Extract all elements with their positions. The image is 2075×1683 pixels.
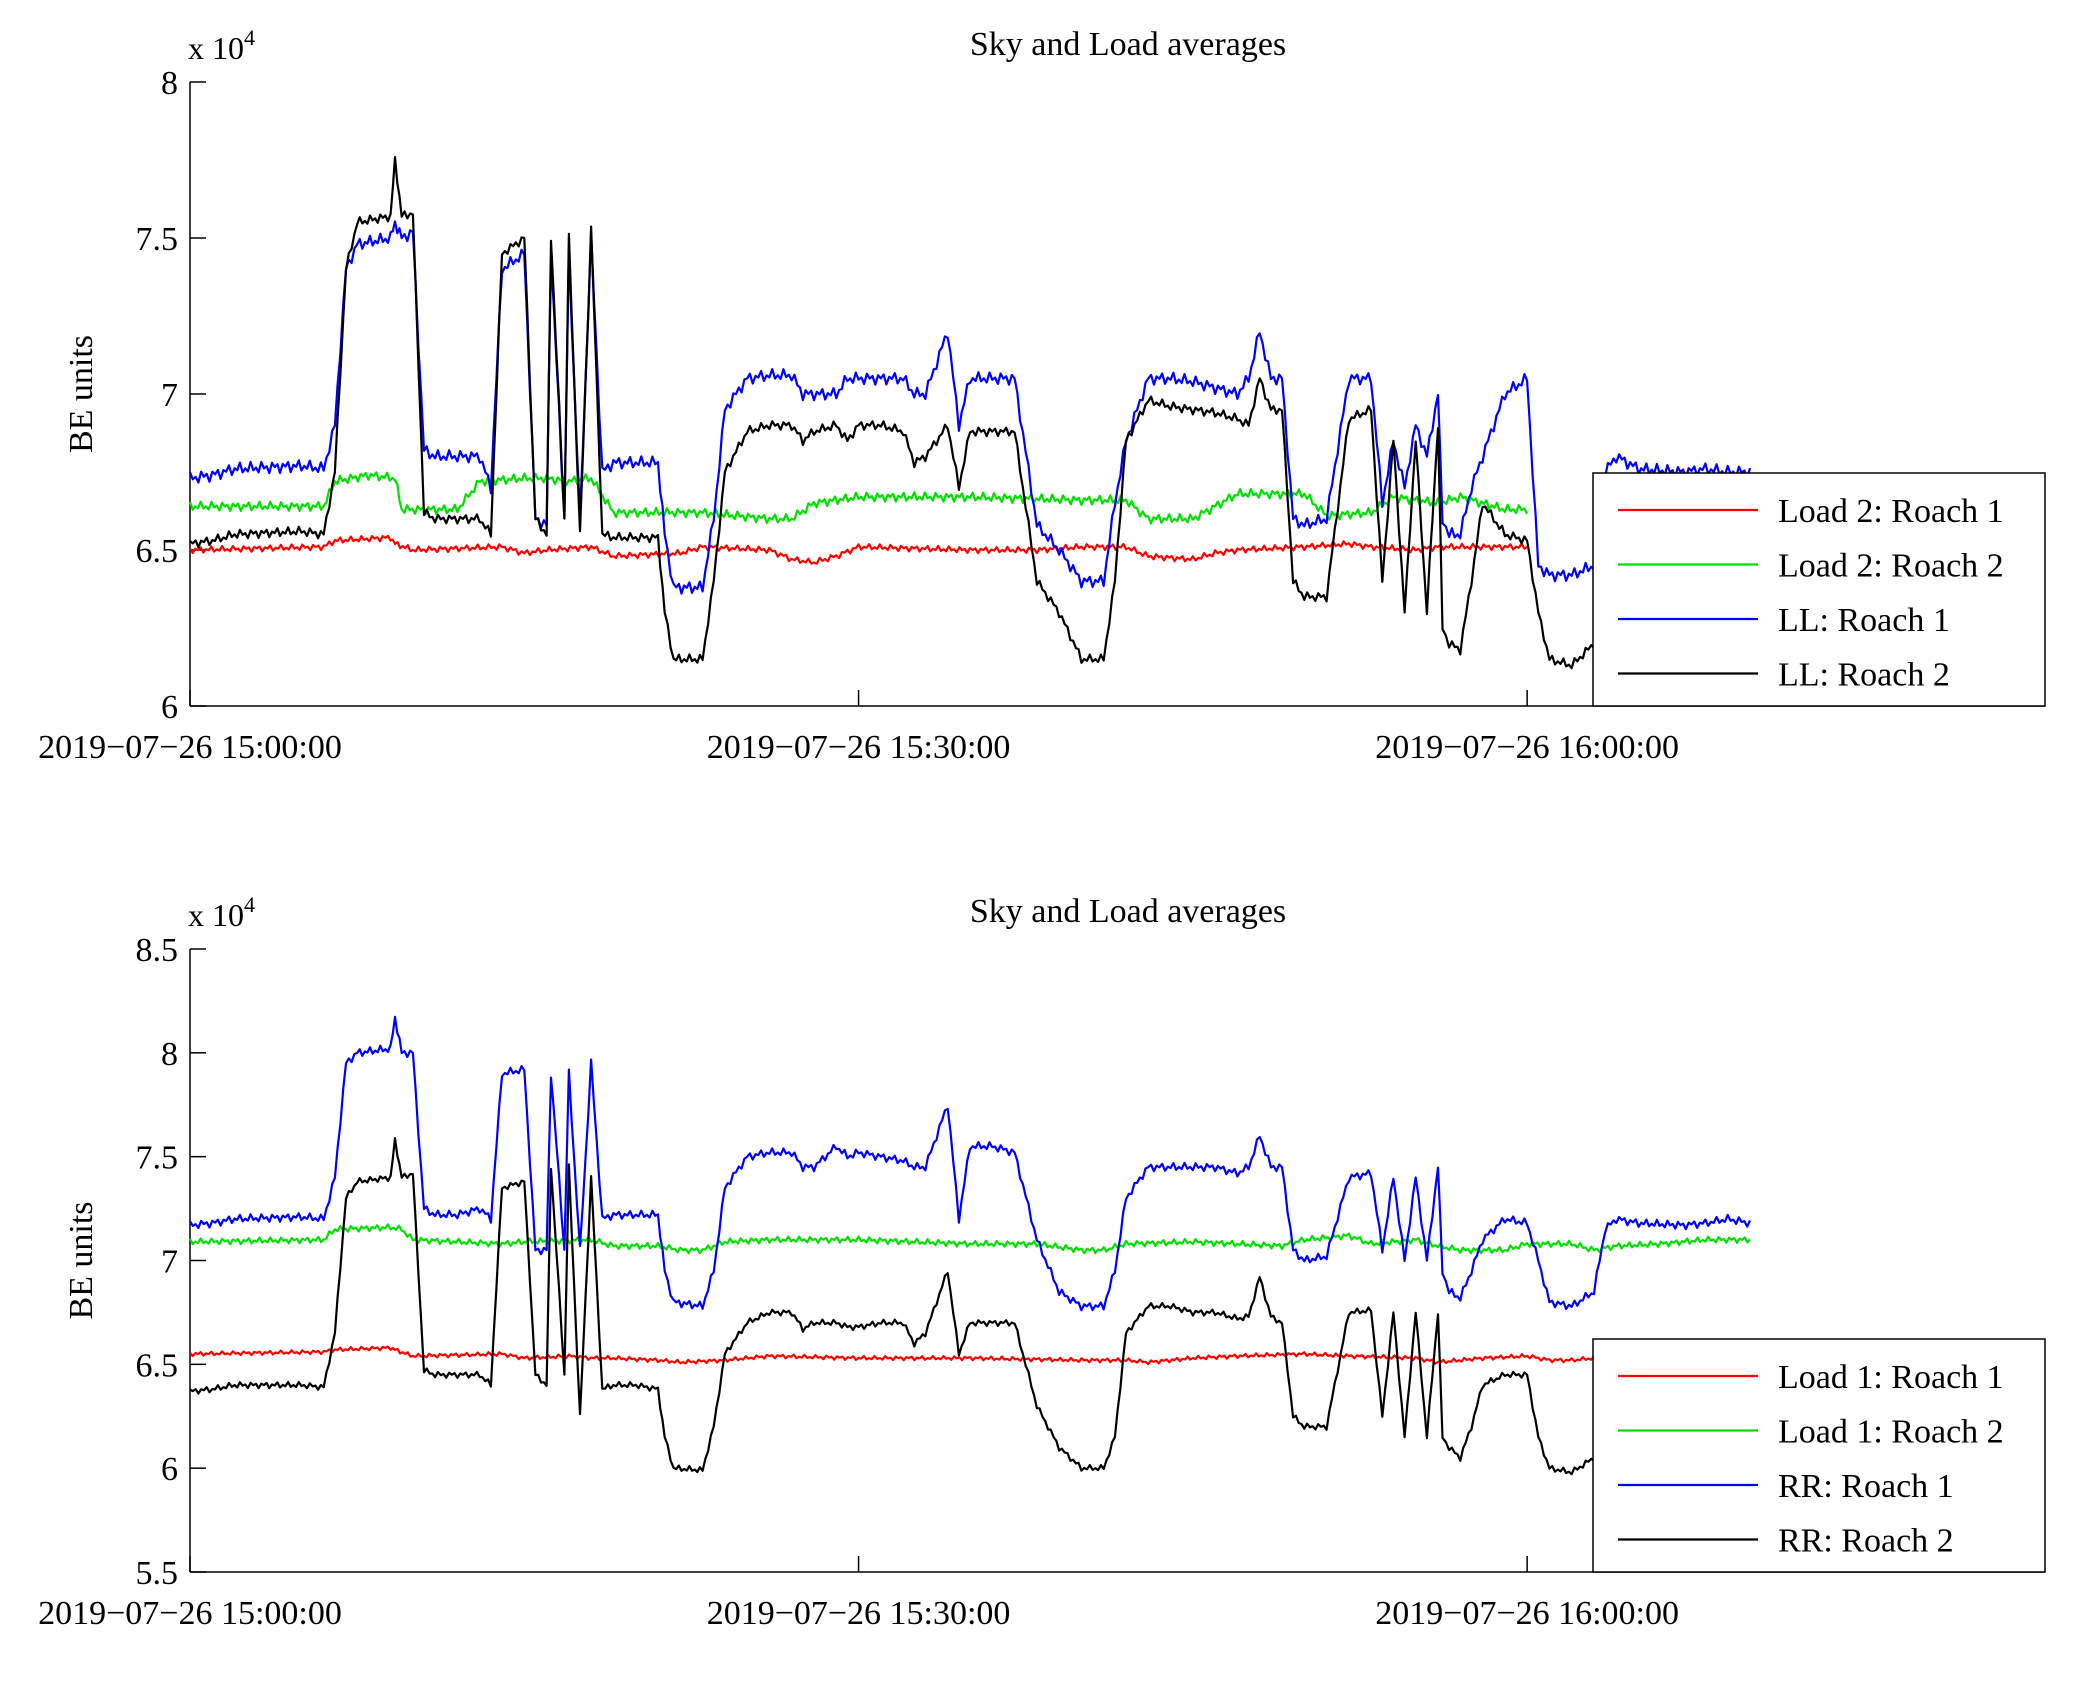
y-tick-label: 6.5 [136,533,179,570]
x-tick-label: 2019−07−26 15:00:00 [38,1595,342,1632]
legend-label: Load 2: Roach 2 [1778,548,2004,585]
legend: Load 1: Roach 1 Load 1: Roach 2 RR: Roach … [1592,1338,2046,1573]
y-tick-label: 7 [161,377,178,414]
y-multiplier-base: x 10 [188,897,244,933]
series-line-1 [188,471,1529,525]
legend: Load 2: Roach 1 Load 2: Roach 2 LL: Roach … [1592,472,2046,707]
y-multiplier: x 104 [188,25,255,66]
legend-label: Load 1: Roach 1 [1778,1359,2004,1396]
y-multiplier-exponent: 4 [244,892,255,917]
legend-label: LL: Roach 1 [1778,602,1950,639]
y-tick-label: 7 [161,1244,178,1281]
x-tick-label: 2019−07−26 16:00:00 [1375,1595,1679,1632]
y-multiplier-exponent: 4 [244,25,255,50]
y-tick-label: 8.5 [136,932,179,969]
series-line-0 [189,1345,1751,1366]
y-axis-label: BE units [63,1201,100,1319]
legend-label: LL: Roach 2 [1778,657,1950,694]
x-tick-label: 2019−07−26 15:00:00 [38,729,342,766]
legend-box [1592,1338,2046,1573]
x-tick-label: 2019−07−26 16:00:00 [1375,729,1679,766]
panel-bottom: 5.5 6 6.5 7 7.5 8 8.5 2019−07−26 15:00:00 2019−0… [38,892,2046,1632]
y-tick-label: 8 [161,65,178,102]
y-tick-label: 8 [161,1036,178,1073]
chart-title: Sky and Load averages [970,26,1286,63]
series-line-2 [189,1015,1751,1312]
series-line-2 [188,220,1752,595]
chart-title: Sky and Load averages [970,893,1286,930]
y-multiplier: x 104 [188,892,255,933]
x-tick-label: 2019−07−26 15:30:00 [707,729,1011,766]
legend-label: Load 1: Roach 2 [1778,1414,2004,1451]
y-multiplier-base: x 10 [188,30,244,66]
panel-top: 6 6.5 7 7.5 8 2019−07−26 15:00:00 2019−07−26 1… [38,25,2046,766]
y-tick-label: 6 [161,1451,178,1488]
series-line-0 [189,534,1528,565]
y-axis-label: BE units [63,335,100,453]
legend-label: Load 2: Roach 1 [1778,493,2004,530]
y-tick-label: 7.5 [136,1140,179,1177]
y-tick-label: 6 [161,689,178,726]
y-tick-label: 5.5 [136,1555,179,1592]
series-line-3 [189,1137,1751,1476]
legend-label: RR: Roach 2 [1778,1523,1954,1560]
legend-label: RR: Roach 1 [1778,1468,1954,1505]
y-tick-label: 7.5 [136,221,179,258]
series-line-3 [189,156,1751,670]
legend-box [1592,472,2046,707]
x-tick-label: 2019−07−26 15:30:00 [707,1595,1011,1632]
series-line-1 [189,1223,1751,1255]
y-tick-label: 6.5 [136,1347,179,1384]
